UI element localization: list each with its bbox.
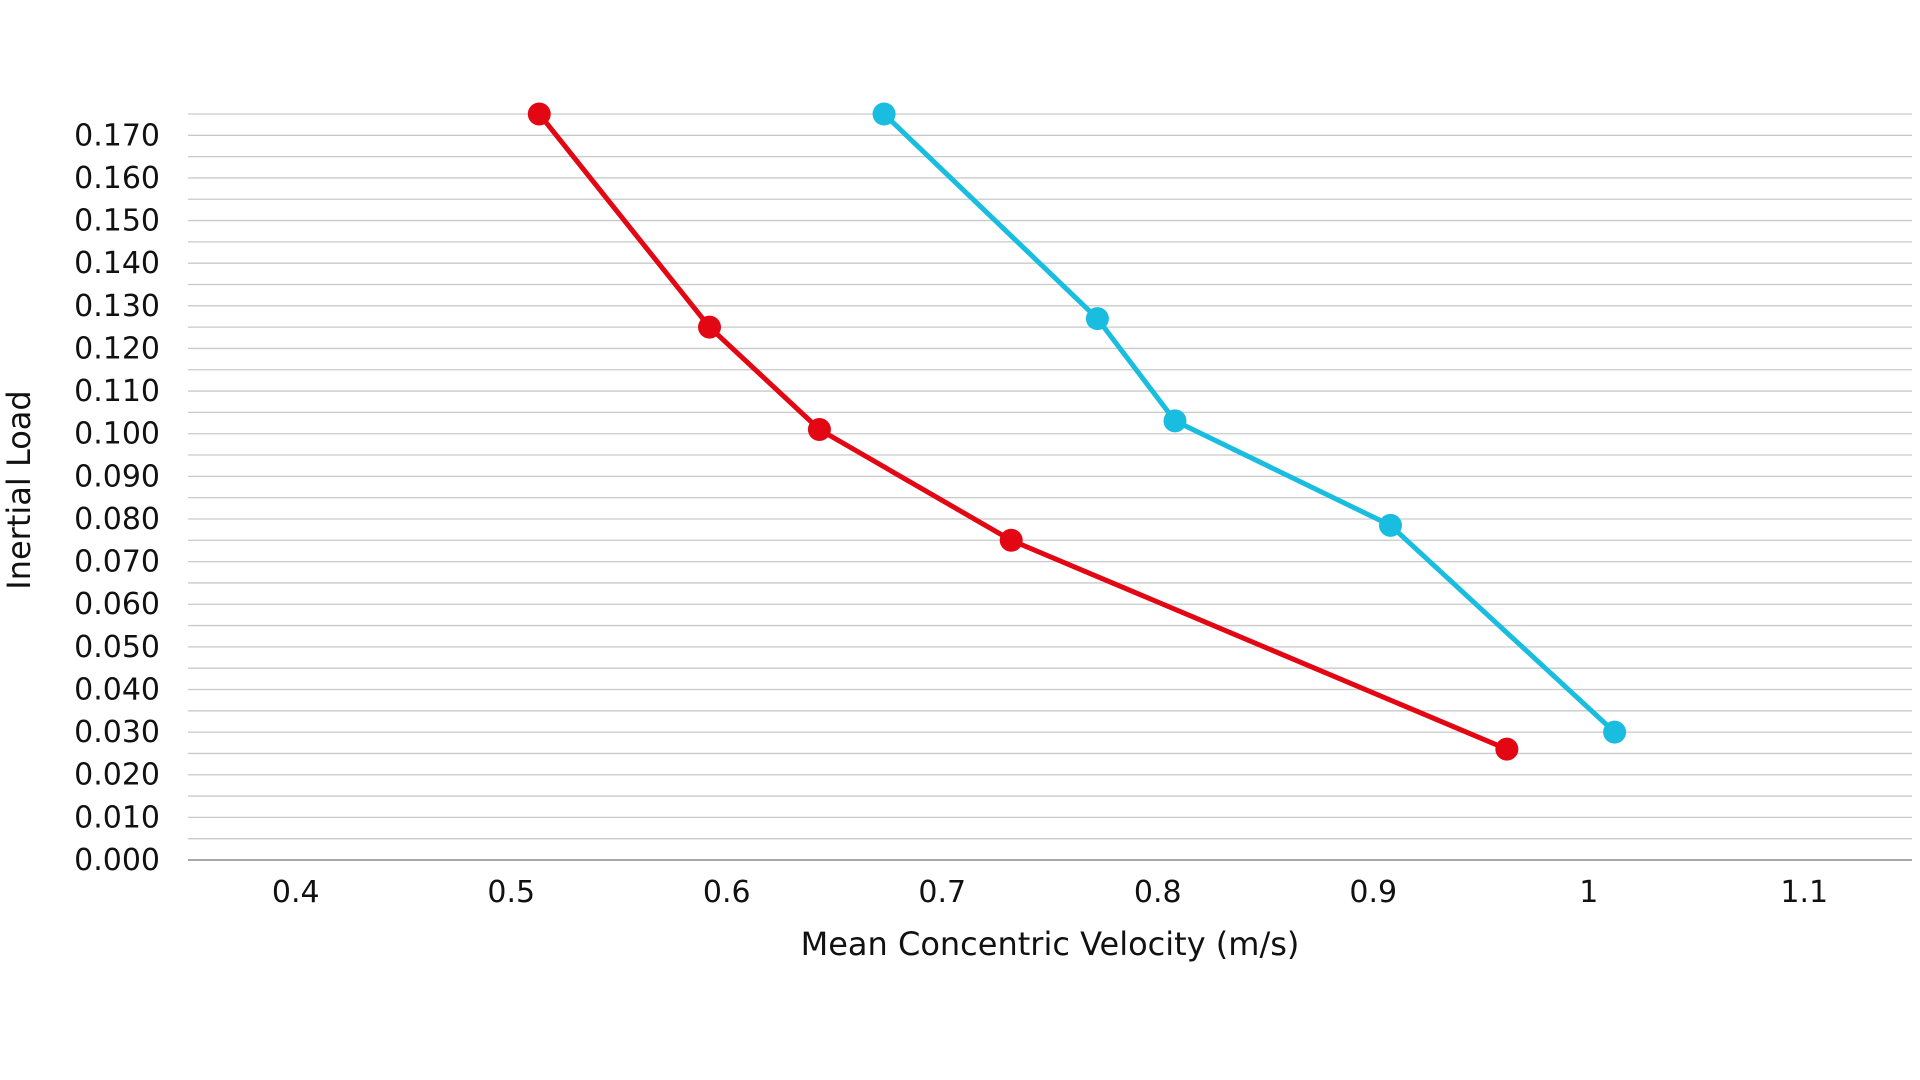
y-tick-label: 0.170 bbox=[74, 118, 160, 153]
data-point bbox=[1085, 307, 1109, 331]
series-group bbox=[527, 102, 1627, 761]
gridlines bbox=[188, 113, 1912, 840]
y-tick-label: 0.160 bbox=[74, 161, 160, 196]
x-tick-label: 1.1 bbox=[1780, 875, 1828, 910]
data-point bbox=[698, 315, 722, 339]
y-tick-label: 0.100 bbox=[74, 417, 160, 452]
x-axis-title: Mean Concentric Velocity (m/s) bbox=[801, 925, 1300, 963]
y-tick-label: 0.010 bbox=[74, 800, 160, 835]
y-axis-title: Inertial Load bbox=[0, 390, 38, 589]
x-tick-label: 0.4 bbox=[272, 875, 320, 910]
y-tick-label: 0.140 bbox=[74, 246, 160, 281]
data-point bbox=[807, 417, 831, 441]
x-tick-label: 1 bbox=[1579, 875, 1598, 910]
data-point bbox=[1163, 409, 1187, 433]
data-point bbox=[1603, 720, 1627, 744]
y-tick-label: 0.090 bbox=[74, 459, 160, 494]
data-point bbox=[999, 528, 1023, 552]
y-tick-label: 0.080 bbox=[74, 502, 160, 537]
y-tick-label: 0.070 bbox=[74, 545, 160, 580]
x-tick-label: 0.9 bbox=[1349, 875, 1397, 910]
series-2 bbox=[872, 102, 1627, 744]
series-line bbox=[536, 111, 1510, 752]
y-tick-label: 0.150 bbox=[74, 204, 160, 239]
y-tick-label: 0.110 bbox=[74, 374, 160, 409]
y-tick-label: 0.130 bbox=[74, 289, 160, 324]
data-point bbox=[527, 102, 551, 126]
x-tick-label: 0.6 bbox=[703, 875, 751, 910]
y-axis-tick-labels: 0.000 0.010 0.020 0.030 0.040 0.050 0.060 0.070… bbox=[74, 118, 160, 878]
y-tick-label: 0.120 bbox=[74, 331, 160, 366]
series-1 bbox=[527, 102, 1519, 761]
x-tick-label: 0.5 bbox=[487, 875, 535, 910]
data-point bbox=[1378, 513, 1402, 537]
y-tick-label: 0.060 bbox=[74, 587, 160, 622]
y-tick-label: 0.050 bbox=[74, 630, 160, 665]
data-point bbox=[872, 102, 896, 126]
y-tick-label: 0.000 bbox=[74, 843, 160, 878]
y-tick-label: 0.040 bbox=[74, 672, 160, 707]
x-tick-label: 0.8 bbox=[1134, 875, 1182, 910]
x-axis-tick-labels: 0.4 0.5 0.6 0.7 0.8 0.9 1 1.1 bbox=[272, 875, 1828, 910]
data-point bbox=[1495, 737, 1519, 761]
x-tick-label: 0.7 bbox=[918, 875, 966, 910]
y-tick-label: 0.020 bbox=[74, 758, 160, 793]
y-tick-label: 0.030 bbox=[74, 715, 160, 750]
